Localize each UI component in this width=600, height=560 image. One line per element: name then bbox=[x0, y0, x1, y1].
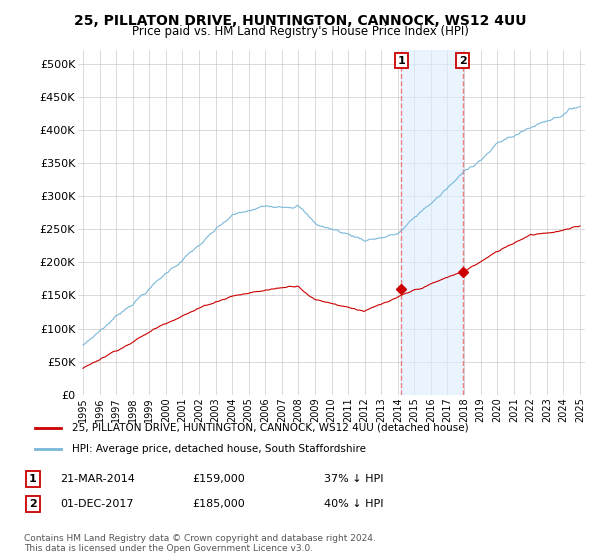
Text: £185,000: £185,000 bbox=[192, 499, 245, 509]
Bar bbox=[401, 50, 463, 395]
Text: 1: 1 bbox=[29, 474, 37, 484]
Text: 1: 1 bbox=[398, 55, 405, 66]
Text: 25, PILLATON DRIVE, HUNTINGTON, CANNOCK, WS12 4UU (detached house): 25, PILLATON DRIVE, HUNTINGTON, CANNOCK,… bbox=[71, 423, 468, 433]
Text: 37% ↓ HPI: 37% ↓ HPI bbox=[324, 474, 383, 484]
Text: 2: 2 bbox=[29, 499, 37, 509]
Text: 21-MAR-2014: 21-MAR-2014 bbox=[60, 474, 135, 484]
Text: £159,000: £159,000 bbox=[192, 474, 245, 484]
Text: Contains HM Land Registry data © Crown copyright and database right 2024.
This d: Contains HM Land Registry data © Crown c… bbox=[24, 534, 376, 553]
Text: HPI: Average price, detached house, South Staffordshire: HPI: Average price, detached house, Sout… bbox=[71, 444, 365, 454]
Text: 40% ↓ HPI: 40% ↓ HPI bbox=[324, 499, 383, 509]
Text: Price paid vs. HM Land Registry's House Price Index (HPI): Price paid vs. HM Land Registry's House … bbox=[131, 25, 469, 38]
Text: 2: 2 bbox=[459, 55, 467, 66]
Text: 01-DEC-2017: 01-DEC-2017 bbox=[60, 499, 133, 509]
Text: 25, PILLATON DRIVE, HUNTINGTON, CANNOCK, WS12 4UU: 25, PILLATON DRIVE, HUNTINGTON, CANNOCK,… bbox=[74, 14, 526, 28]
